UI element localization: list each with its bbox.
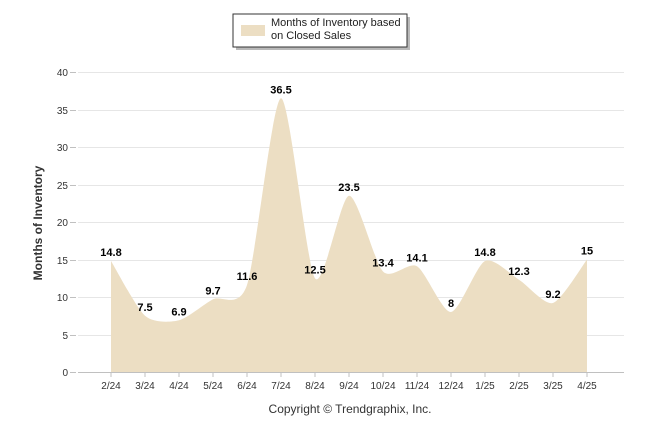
- series-area: [111, 98, 587, 373]
- copyright-footer: Copyright © Trendgraphix, Inc.: [269, 402, 432, 416]
- x-tick-label: 3/25: [543, 381, 563, 392]
- x-tick-label: 4/24: [169, 381, 189, 392]
- y-tick-label: 5: [62, 331, 68, 342]
- y-tick-label: 15: [57, 256, 69, 267]
- legend-label-line-1: Months of Inventory based: [271, 17, 401, 29]
- data-label: 9.7: [205, 285, 220, 297]
- x-tick-label: 10/24: [370, 381, 395, 392]
- y-tick-label: 0: [62, 368, 68, 379]
- y-axis-label: Months of Inventory: [31, 165, 45, 280]
- x-tick-label: 2/24: [101, 381, 121, 392]
- x-tick-label: 6/24: [237, 381, 257, 392]
- x-tick-label: 7/24: [271, 381, 291, 392]
- data-label: 14.8: [474, 247, 495, 259]
- data-label: 36.5: [270, 84, 291, 96]
- y-tick-label: 10: [57, 293, 69, 304]
- data-label: 13.4: [372, 258, 394, 270]
- data-label: 6.9: [171, 306, 186, 318]
- y-tick-label: 25: [57, 181, 69, 192]
- data-label: 12.3: [508, 266, 529, 278]
- legend-label-line-2: on Closed Sales: [271, 30, 352, 42]
- x-tick-label: 4/25: [577, 381, 597, 392]
- data-labels: 14.8 7.5 6.9 9.7 11.6 36.5 12.5 23.5 13.4 14.1 8 14…: [100, 84, 593, 318]
- data-label: 14.1: [406, 252, 427, 264]
- x-tick-label: 12/24: [438, 381, 463, 392]
- x-tick-label: 5/24: [203, 381, 223, 392]
- x-axis-ticks: 2/24 3/24 4/24 5/24 6/24 7/24 8/24 9/24 10/24 11/…: [101, 372, 597, 392]
- chart-legend: Months of Inventory based on Closed Sale…: [232, 13, 410, 50]
- data-label: 8: [448, 298, 454, 310]
- y-tick-label: 35: [57, 106, 69, 117]
- x-tick-label: 11/24: [405, 381, 430, 392]
- x-tick-label: 8/24: [305, 381, 325, 392]
- data-label: 14.8: [100, 247, 121, 259]
- x-tick-label: 9/24: [339, 381, 359, 392]
- y-axis-ticks: 0 5 10 15 20 25 30 35 40: [57, 68, 76, 379]
- data-label: 7.5: [137, 302, 152, 314]
- data-label: 11.6: [237, 271, 258, 283]
- y-tick-label: 20: [57, 218, 69, 229]
- y-tick-label: 30: [57, 143, 69, 154]
- y-tick-label: 40: [57, 68, 69, 79]
- data-label: 12.5: [304, 264, 325, 276]
- data-label: 23.5: [338, 182, 359, 194]
- x-tick-label: 3/24: [135, 381, 155, 392]
- x-tick-label: 2/25: [509, 381, 529, 392]
- data-label: 15: [581, 246, 593, 258]
- legend-swatch: [241, 25, 265, 36]
- x-tick-label: 1/25: [475, 381, 495, 392]
- data-label: 9.2: [545, 289, 560, 301]
